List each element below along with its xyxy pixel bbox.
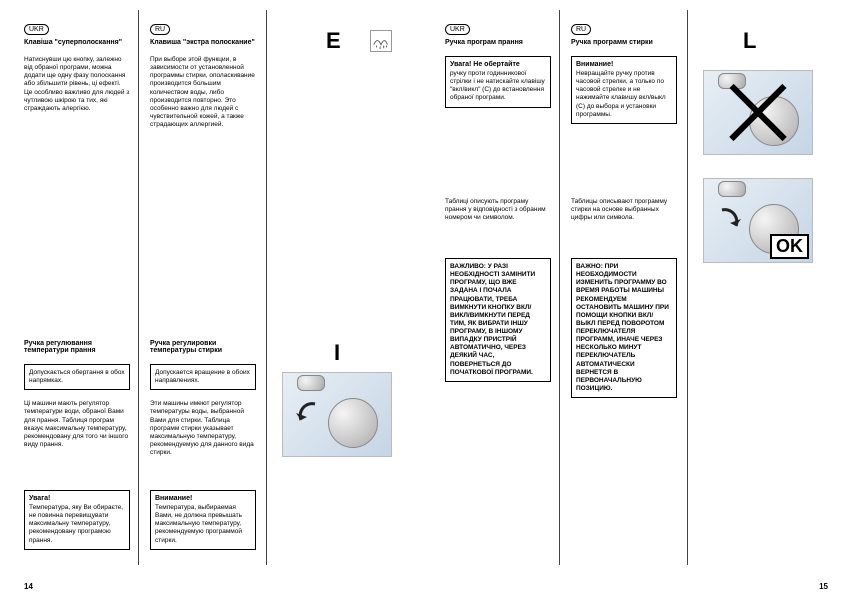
right-ukr-desc: Таблиці описують програму прання у відпо… [445, 198, 551, 222]
important-text: ВАЖЛИВО: У РАЗІ НЕОБХІДНОСТІ ЗАМІНИТИ ПР… [450, 263, 546, 377]
separator [266, 10, 267, 565]
page-number-right: 15 [819, 582, 828, 591]
warn-heading: Внимание! [155, 495, 251, 502]
left-ukr-column: UKR Клавіша "суперполоскання" Натиснувши… [24, 24, 130, 123]
heading: Ручка программ стирки [571, 39, 677, 46]
warn-text: Температура, выбираемая Вами, не должна … [155, 504, 251, 545]
rotate-arrow-icon [295, 398, 321, 430]
left-ru-column: RU Клавиша "экстра полоскание" При выбор… [150, 24, 256, 139]
body-text: Таблиці описують програму прання у відпо… [445, 198, 551, 222]
heading: Ручка регулировки температуры стирки [150, 340, 256, 354]
lang-badge-ru: RU [571, 24, 591, 35]
heading: Ручка програм прання [445, 39, 551, 46]
warn-text: Невращайте ручку против часовой стрелки,… [576, 70, 672, 119]
temperature-dial-image [282, 372, 392, 457]
page-number-left: 14 [24, 582, 33, 591]
warn-text: Температура, яку Ви обираєте, не повинна… [29, 504, 125, 545]
program-dial-wrong-image [703, 70, 813, 155]
important-text: ВАЖНО: ПРИ НЕОБХОДИМОСТИ ИЗМЕНИТЬ ПРОГРА… [576, 263, 672, 393]
body-text: Ці машини мають регулятор температури во… [24, 400, 130, 449]
right-ru-important: ВАЖНО: ПРИ НЕОБХОДИМОСТИ ИЗМЕНИТЬ ПРОГРА… [571, 258, 677, 398]
heading: Клавіша "суперполоскання" [24, 39, 130, 46]
left-ru-warn: Внимание! Температура, выбираемая Вами, … [150, 490, 256, 550]
warn-heading: Увага! Не обертайте [450, 61, 546, 68]
rotate-arrow-icon [716, 204, 742, 236]
body-text: Таблицы описывают программу стирки на ос… [571, 198, 677, 222]
section-letter-l: L [743, 28, 756, 54]
left-ukr-temp: Ручка регулювання температури прання Доп… [24, 340, 130, 459]
right-ukr-important: ВАЖЛИВО: У РАЗІ НЕОБХІДНОСТІ ЗАМІНИТИ ПР… [445, 258, 551, 382]
lang-badge-ukr: UKR [24, 24, 49, 35]
left-ukr-warn: Увага! Температура, яку Ви обираєте, не … [24, 490, 130, 550]
separator [138, 10, 139, 565]
body-text: Эти машины имеют регулятор температуры в… [150, 400, 256, 457]
section-letter-e: E [326, 28, 341, 54]
warn-heading: Увага! [29, 495, 125, 502]
lang-badge-ukr: UKR [445, 24, 470, 35]
program-dial-correct-image: OK [703, 178, 813, 263]
body-text: При выборе этой функции, в зависимости о… [150, 56, 256, 129]
body-text: Натиснувши цю кнопку, залежно від обрано… [24, 56, 130, 113]
warn-heading: Внимание! [576, 61, 672, 68]
right-ukr-column: UKR Ручка програм прання Увага! Не оберт… [445, 24, 551, 118]
ok-badge: OK [770, 234, 809, 259]
warn-text: ручку проти годинникової стрілки і не на… [450, 70, 546, 103]
heading: Ручка регулювання температури прання [24, 340, 130, 354]
lang-badge-ru: RU [150, 24, 170, 35]
right-ru-column: RU Ручка программ стирки Внимание! Невра… [571, 24, 677, 134]
separator [687, 10, 688, 565]
separator [559, 10, 560, 565]
left-ru-temp: Ручка регулировки температуры стирки Доп… [150, 340, 256, 467]
right-ru-desc: Таблицы описывают программу стирки на ос… [571, 198, 677, 222]
heading: Клавиша "экстра полоскание" [150, 39, 256, 46]
section-letter-i: I [334, 340, 340, 366]
x-mark-icon [704, 71, 812, 154]
rinse-icon [370, 30, 392, 52]
boxed-text: Допускается вращение в обоих направления… [155, 369, 251, 385]
page-right: UKR Ручка програм прання Увага! Не оберт… [421, 0, 842, 595]
page-left: UKR Клавіша "суперполоскання" Натиснувши… [0, 0, 421, 595]
boxed-text: Допускається обертання в обох напрямках. [29, 369, 125, 385]
